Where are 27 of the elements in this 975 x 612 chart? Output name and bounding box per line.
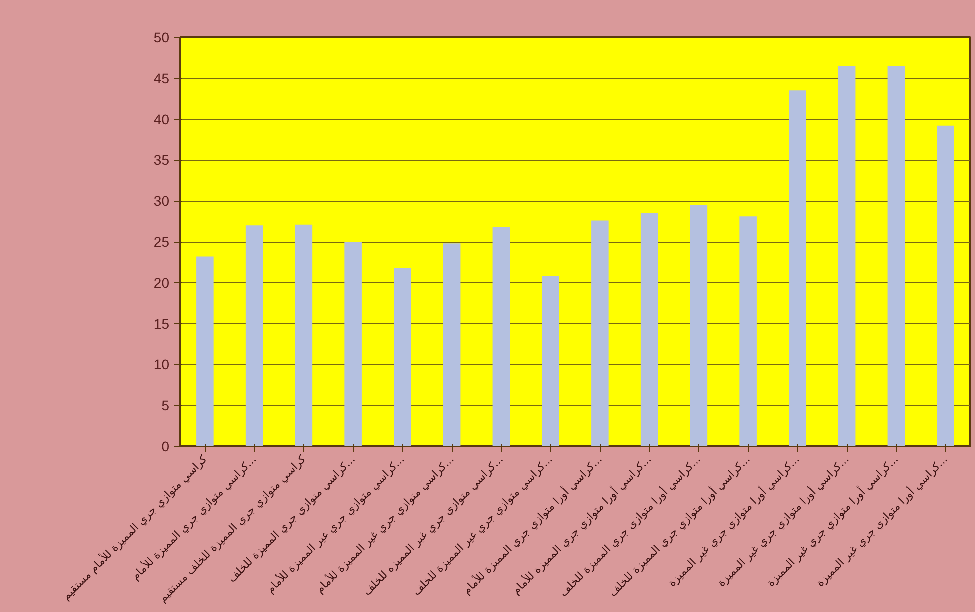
bar [196, 256, 214, 446]
bar [492, 227, 510, 446]
bar [443, 244, 461, 446]
y-tick-label: 35 [154, 152, 170, 168]
bar [295, 224, 313, 446]
bar [344, 242, 362, 446]
y-tick-label: 50 [154, 30, 170, 46]
bar [640, 213, 658, 446]
y-tick-label: 25 [154, 234, 170, 250]
bar [838, 66, 856, 446]
bar [690, 205, 708, 446]
y-tick-label: 20 [154, 274, 170, 291]
y-tick-label: 15 [154, 316, 170, 332]
bar [789, 90, 806, 446]
y-tick-label: 0 [162, 438, 170, 454]
y-tick-label: 40 [154, 111, 170, 128]
bar [542, 276, 560, 446]
bar [592, 220, 609, 446]
bar [740, 216, 757, 446]
bar [246, 226, 264, 446]
bar [394, 268, 412, 446]
bar [937, 126, 954, 446]
y-tick-label: 10 [154, 356, 170, 373]
y-tick-label: 30 [154, 193, 170, 210]
bar [888, 66, 906, 446]
y-tick-label: 45 [154, 70, 170, 86]
y-tick-label: 5 [162, 398, 170, 414]
